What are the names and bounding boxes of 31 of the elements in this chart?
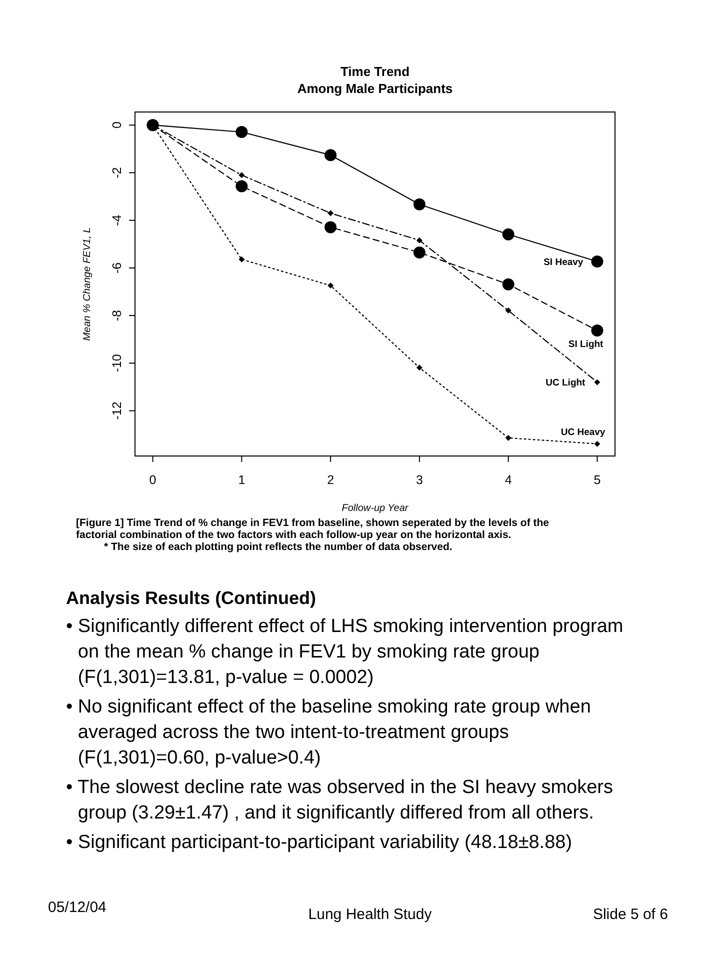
chart-title: Time Trend [340,64,410,79]
chart-subtitle: Among Male Participants [297,81,453,96]
x-axis-title: Follow-up Year [342,503,409,514]
y-tick-label: -2 [110,167,124,178]
text: • Significantly different effect of LHS smoking intervention program on the mean % change in FEV1 by smoking rate group (F(1,301)=13.81, p-value = 0.0002) [66,616,624,688]
y-tick-label: -12 [110,402,124,420]
x-tick-label: 2 [327,473,334,487]
x-tick-label: 0 [149,473,156,487]
text: Lung Health Study [308,906,432,923]
y-tick-label: -4 [110,214,124,226]
text: • Significant participant-to-participant variability (48.18±8.88) [66,832,572,853]
y-tick-label: -8 [110,310,124,322]
x-tick-label: 5 [594,473,601,487]
series-label: UC Light [546,378,586,389]
text: • The slowest decline rate was observed in the SI heavy smokers group (3.29±1.47) , and it significantly differed from all others. [66,777,614,824]
y-tick-label: 0 [110,122,124,129]
y-tick-label: -6 [110,262,124,274]
text: * The size of each plotting point reflects the number of data observed. [104,541,452,553]
x-tick-label: 4 [504,473,512,487]
text: [Figure 1] Time Trend of % change in FEV1 from baseline, shown seperated by the levels of the factorial combination of the two factors with each follow-up year on the horizontal axis. [76,517,550,541]
x-tick-label: 1 [238,473,246,487]
x-tick-label: 3 [416,473,423,487]
y-tick-label: -10 [110,354,124,372]
text: 05/12/04 [48,899,106,916]
series-label: UC Heavy [560,427,606,438]
text: • No significant effect of the baseline smoking rate group when averaged across the two intent-to-treatment groups (F(1,301)=0.60, p-value>0.4) [66,696,591,768]
series-label: SI Heavy [544,256,584,268]
series-label: SI Light [568,338,604,350]
text: Slide 5 of 6 [592,906,668,923]
text: Analysis Results (Continued) [66,588,316,608]
y-axis-title: Mean % Change FEV1, L [82,227,93,341]
